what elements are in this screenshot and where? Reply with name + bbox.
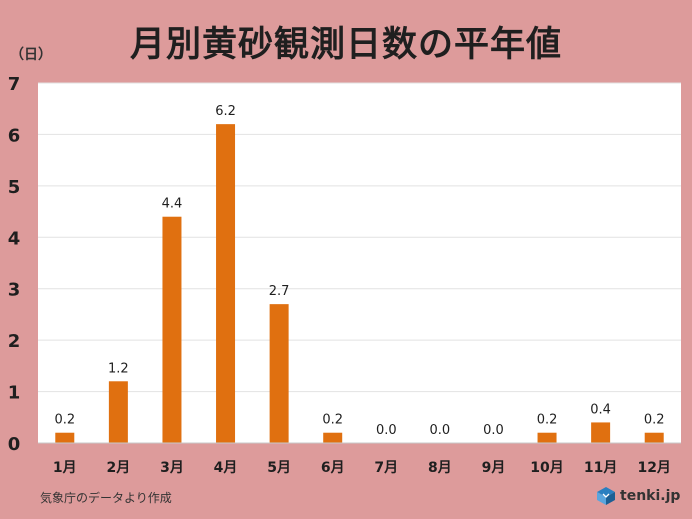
tenki-cube-logo-icon (597, 487, 615, 505)
data-label: 0.0 (376, 423, 397, 438)
bar-11 (591, 422, 611, 443)
y-tick-label: 6 (8, 125, 21, 146)
x-tick-label: 3月 (160, 460, 184, 476)
tenki-brand-text: tenki.jp (620, 488, 681, 504)
chart-title: 月別黄砂観測日数の平年値 (129, 25, 562, 65)
bar-1 (55, 432, 75, 443)
data-label: 1.2 (108, 361, 129, 376)
y-tick-label: 1 (8, 383, 21, 404)
plot-area (38, 83, 681, 443)
bar-3 (162, 216, 182, 443)
bar-12 (644, 432, 664, 443)
bar-4 (216, 124, 236, 444)
data-label: 2.7 (269, 284, 290, 299)
bar-6 (323, 432, 343, 443)
y-tick-label: 0 (8, 434, 21, 455)
data-label: 0.2 (644, 413, 665, 428)
x-tick-label: 6月 (321, 460, 345, 476)
tenki-brand: tenki.jp (596, 486, 680, 506)
y-tick-label: 5 (8, 177, 21, 198)
x-tick-label: 11月 (584, 460, 617, 476)
x-tick-label: 5月 (267, 460, 291, 476)
x-tick-label: 8月 (428, 460, 452, 476)
y-axis-unit-label: （日） (10, 47, 52, 63)
bar-10 (537, 432, 557, 443)
data-label: 0.2 (54, 413, 75, 428)
y-tick-label: 3 (8, 280, 21, 301)
data-label: 4.4 (162, 197, 183, 212)
data-label: 0.2 (322, 413, 343, 428)
data-label: 0.2 (537, 413, 558, 428)
data-label: 0.0 (483, 423, 504, 438)
bar-2 (108, 381, 128, 443)
y-tick-label: 2 (8, 331, 21, 352)
x-tick-label: 7月 (374, 460, 398, 476)
x-tick-label: 1月 (53, 460, 77, 476)
data-label: 6.2 (215, 104, 236, 119)
y-tick-label: 7 (8, 74, 21, 95)
data-label: 0.0 (430, 423, 451, 438)
x-tick-label: 4月 (214, 460, 238, 476)
bar-5 (269, 304, 289, 443)
x-tick-label: 9月 (482, 460, 506, 476)
x-tick-label: 10月 (530, 460, 563, 476)
x-tick-label: 2月 (107, 460, 131, 476)
x-tick-label: 12月 (637, 460, 670, 476)
data-label: 0.4 (590, 402, 611, 417)
source-note: 気象庁のデータより作成 (40, 491, 172, 505)
y-tick-label: 4 (8, 228, 21, 249)
